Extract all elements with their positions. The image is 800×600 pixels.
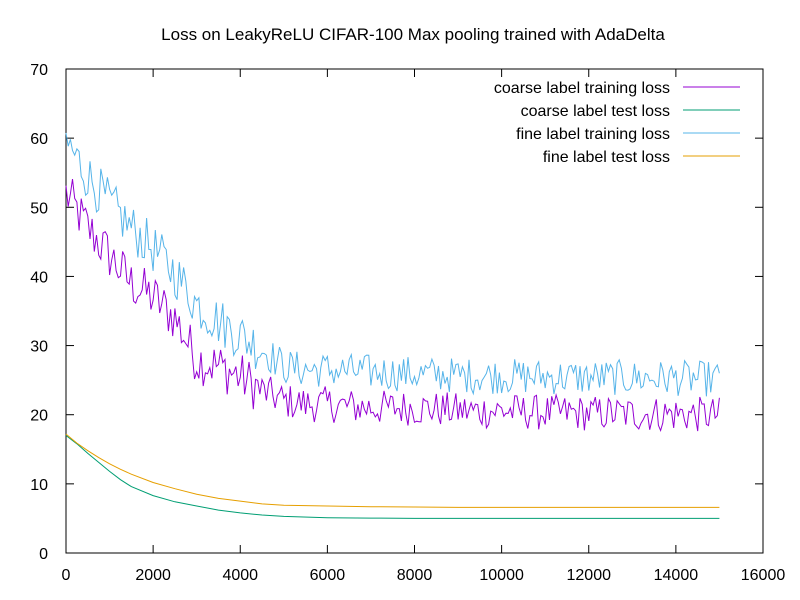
y-tick-label: 40 xyxy=(30,269,48,286)
series-line-fine-label-test-loss xyxy=(65,433,720,508)
legend: coarse label training loss coarse label t… xyxy=(494,80,740,166)
axis-ticks: 0 2000 4000 6000 8000 10000 12000 14000 16000 0 10… xyxy=(30,62,785,584)
y-tick-label: 60 xyxy=(30,131,48,148)
y-tick-label: 50 xyxy=(30,200,48,217)
legend-label-fine-label-test-loss: fine label test loss xyxy=(543,149,670,166)
x-tick-label: 14000 xyxy=(654,567,699,584)
series-line-coarse-label-training-loss xyxy=(65,179,720,432)
legend-label-coarse-label-test-loss: coarse label test loss xyxy=(521,103,670,120)
y-tick-label: 30 xyxy=(30,339,48,356)
x-tick-label: 0 xyxy=(62,567,71,584)
legend-label-fine-label-training-loss: fine label training loss xyxy=(516,126,670,143)
x-tick-label: 12000 xyxy=(567,567,612,584)
y-tick-label: 20 xyxy=(30,408,48,425)
x-tick-label: 8000 xyxy=(397,567,433,584)
x-tick-label: 4000 xyxy=(222,567,258,584)
x-tick-label: 2000 xyxy=(135,567,171,584)
y-tick-label: 10 xyxy=(30,477,48,494)
series-layer xyxy=(65,132,720,519)
series-line-fine-label-training-loss xyxy=(65,132,720,397)
x-tick-label: 16000 xyxy=(741,567,786,584)
series-line-coarse-label-test-loss xyxy=(65,435,720,519)
x-tick-label: 10000 xyxy=(479,567,524,584)
y-tick-label: 70 xyxy=(30,62,48,79)
legend-label-coarse-label-training-loss: coarse label training loss xyxy=(494,80,670,97)
chart-title: Loss on LeakyReLU CIFAR-100 Max pooling … xyxy=(161,25,665,44)
x-tick-label: 6000 xyxy=(310,567,346,584)
y-tick-label: 0 xyxy=(39,546,48,563)
